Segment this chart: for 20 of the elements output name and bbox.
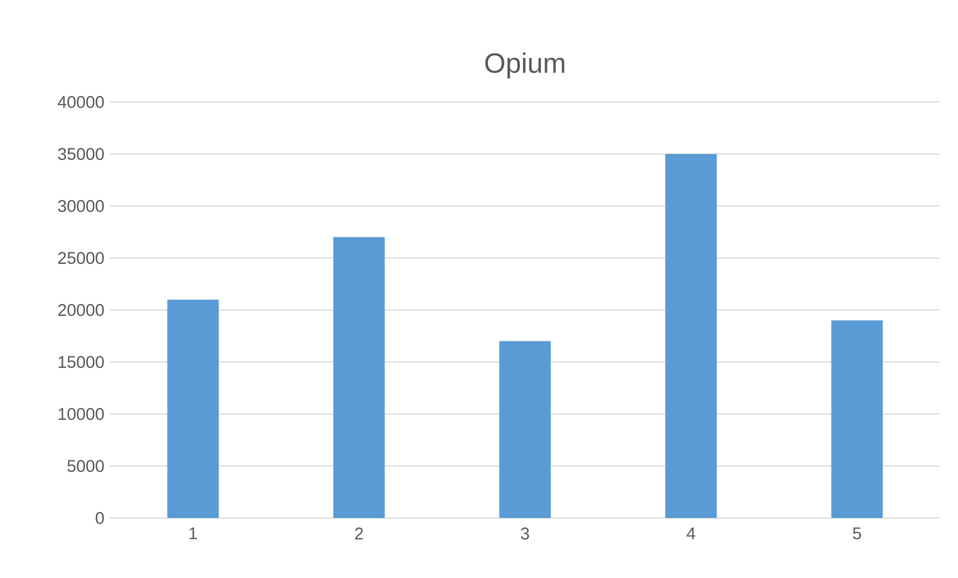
bar bbox=[665, 154, 717, 518]
x-tick-label: 2 bbox=[355, 528, 363, 540]
bar bbox=[831, 320, 883, 518]
y-tick-label: 5000 bbox=[67, 460, 104, 472]
y-tick-label: 15000 bbox=[58, 356, 104, 368]
bar bbox=[333, 237, 385, 518]
x-tick-label: 5 bbox=[852, 528, 861, 540]
x-tick-label: 1 bbox=[190, 528, 197, 540]
x-tick-label: 3 bbox=[520, 528, 529, 540]
y-tick-label: 0 bbox=[96, 512, 104, 524]
y-tick-label: 20000 bbox=[58, 304, 104, 316]
y-tick-label: 30000 bbox=[58, 200, 104, 212]
y-tick-label: 35000 bbox=[58, 148, 104, 160]
y-tick-label: 40000 bbox=[58, 96, 104, 108]
chart-title: Opium bbox=[485, 52, 564, 78]
y-tick-label: 25000 bbox=[58, 252, 104, 264]
x-tick-label: 4 bbox=[686, 528, 696, 540]
bar bbox=[167, 300, 219, 518]
y-tick-label: 10000 bbox=[58, 408, 104, 420]
bar bbox=[499, 341, 551, 518]
